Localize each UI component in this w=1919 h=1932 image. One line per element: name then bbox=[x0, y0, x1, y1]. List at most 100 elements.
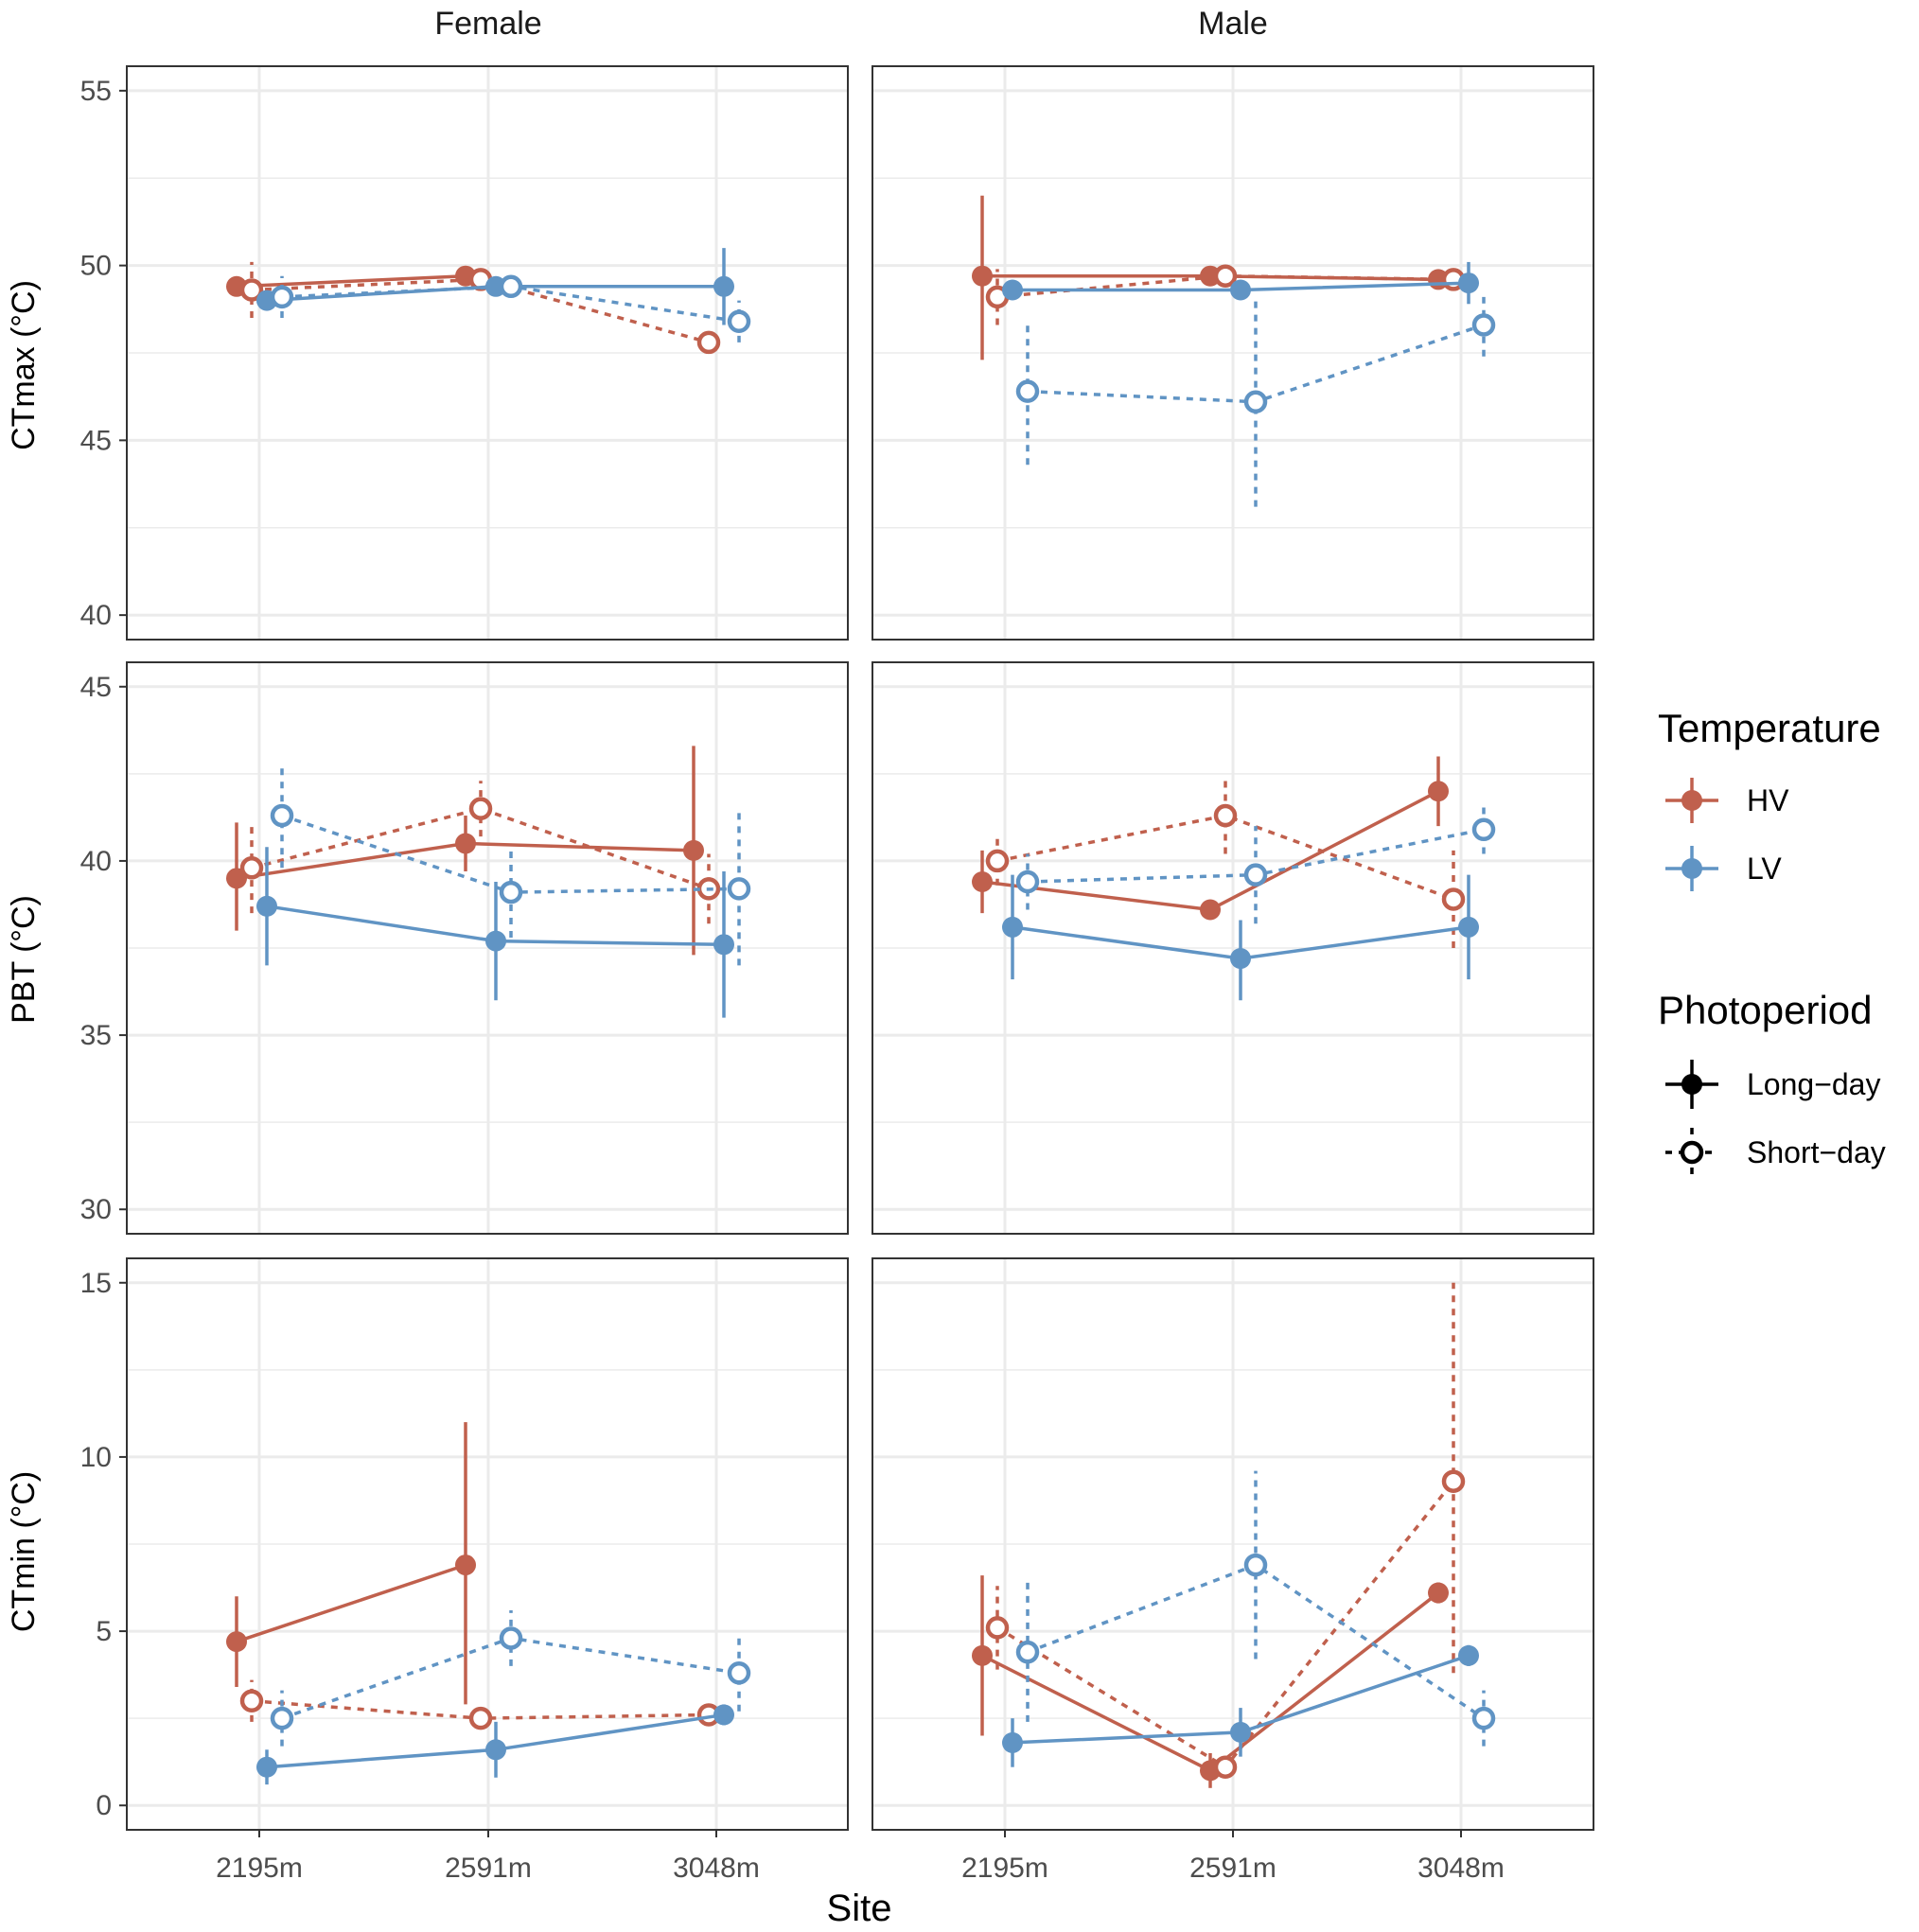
series-ctmax-female-hv-short-day bbox=[239, 261, 721, 355]
data-point-long-day bbox=[1458, 1644, 1479, 1666]
data-point-long-day bbox=[455, 833, 476, 854]
data-point-long-day bbox=[485, 1739, 506, 1761]
data-point-short-day bbox=[1243, 863, 1268, 887]
y-tick-label: 15 bbox=[80, 1268, 112, 1299]
panel-ctmin-female: 0 5 10 15 2195m 2591m 3048m bbox=[80, 1257, 849, 1884]
series-ctmin-male-hv-short-day bbox=[985, 1282, 1466, 1779]
panel-ctmin-male: 2195m 2591m 3048m bbox=[871, 1257, 1594, 1884]
data-point-long-day bbox=[1230, 948, 1251, 970]
data-point-long-day bbox=[1002, 916, 1023, 938]
legend-key-hv bbox=[1665, 778, 1718, 823]
data-point-long-day bbox=[485, 930, 506, 952]
data-point-short-day bbox=[468, 1706, 493, 1730]
legend-key-short-day bbox=[1665, 1128, 1718, 1177]
data-point-short-day bbox=[499, 1626, 523, 1650]
series-ctmin-female-lv-short-day bbox=[270, 1609, 751, 1747]
legend-label-long-day: Long−day bbox=[1747, 1067, 1880, 1101]
y-axis-title-ctmax: CTmax (°C) bbox=[6, 280, 42, 450]
data-point-long-day bbox=[1002, 279, 1023, 301]
data-point-long-day bbox=[256, 895, 277, 917]
x-tick-label: 2195m bbox=[961, 1853, 1048, 1884]
series-ctmin-female-lv-long-day bbox=[256, 1704, 734, 1785]
data-point-long-day bbox=[1002, 1731, 1023, 1753]
strip-label-female: Female bbox=[434, 6, 541, 42]
y-tick-label: 45 bbox=[80, 425, 112, 456]
data-point-short-day bbox=[239, 1689, 264, 1712]
series-ctmax-male-lv-long-day bbox=[1002, 261, 1479, 305]
panel-ctmax-male bbox=[871, 65, 1594, 641]
data-point-short-day bbox=[270, 285, 294, 309]
data-point-short-day bbox=[1471, 817, 1496, 842]
data-point-long-day bbox=[1458, 272, 1479, 294]
data-point-short-day bbox=[1243, 1553, 1268, 1577]
data-point-long-day bbox=[972, 1644, 993, 1666]
data-point-short-day bbox=[727, 877, 751, 901]
data-point-long-day bbox=[1428, 781, 1449, 802]
series-ctmin-female-hv-long-day bbox=[226, 1422, 476, 1705]
data-point-long-day bbox=[226, 1631, 247, 1653]
y-axis-title-ctmin: CTmin (°C) bbox=[6, 1471, 42, 1632]
panel-pbt-female: 30 35 40 45 bbox=[80, 661, 849, 1235]
data-point-short-day bbox=[1471, 313, 1496, 337]
legend-key-long-day bbox=[1665, 1060, 1718, 1109]
strip-label-male: Male bbox=[1198, 6, 1268, 42]
y-tick-label: 55 bbox=[80, 76, 112, 107]
data-point-long-day bbox=[713, 934, 734, 956]
data-point-long-day bbox=[713, 275, 734, 297]
data-point-long-day bbox=[683, 839, 704, 861]
data-point-long-day bbox=[1230, 279, 1251, 301]
data-point-short-day bbox=[1441, 1469, 1466, 1493]
data-point-short-day bbox=[727, 1661, 751, 1685]
panel-ctmax-female: 40 45 50 55 bbox=[80, 65, 849, 641]
data-point-long-day bbox=[713, 1704, 734, 1726]
legend-temperature: Temperature HV LV bbox=[1658, 706, 1881, 891]
series-line bbox=[236, 273, 467, 289]
series-pbt-female-hv-short-day bbox=[239, 781, 721, 924]
x-tick-label: 2195m bbox=[216, 1853, 303, 1884]
data-point-long-day bbox=[1428, 1582, 1449, 1604]
series-pbt-male-lv-short-day bbox=[1015, 805, 1496, 924]
x-tick-label: 2591m bbox=[1189, 1853, 1276, 1884]
series-pbt-female-hv-long-day bbox=[226, 746, 704, 956]
data-point-short-day bbox=[1441, 887, 1466, 911]
panel-border bbox=[126, 661, 849, 1235]
x-tick-label: 2591m bbox=[445, 1853, 532, 1884]
y-tick-label: 40 bbox=[80, 846, 112, 877]
panel-border bbox=[871, 65, 1594, 641]
series-ctmax-female-lv-short-day bbox=[270, 274, 751, 342]
series-pbt-male-lv-long-day bbox=[1002, 874, 1479, 1001]
y-tick-label: 30 bbox=[80, 1194, 112, 1225]
data-point-short-day bbox=[468, 797, 493, 820]
legend-photoperiod: Photoperiod Long−day Short−day bbox=[1658, 988, 1886, 1177]
data-point-short-day bbox=[1015, 379, 1040, 403]
data-point-short-day bbox=[1213, 803, 1238, 828]
data-point-long-day bbox=[1458, 916, 1479, 938]
panel-pbt-male bbox=[871, 661, 1594, 1235]
data-point-long-day bbox=[1230, 1721, 1251, 1743]
data-point-short-day bbox=[696, 330, 721, 355]
y-tick-label: 50 bbox=[80, 251, 112, 282]
data-point-short-day bbox=[985, 1616, 1010, 1640]
y-tick-label: 35 bbox=[80, 1020, 112, 1051]
data-point-short-day bbox=[1213, 1755, 1238, 1779]
data-point-long-day bbox=[972, 871, 993, 893]
series-pbt-female-lv-short-day bbox=[270, 763, 751, 966]
data-point-long-day bbox=[455, 1554, 476, 1576]
legend-photoperiod-title: Photoperiod bbox=[1658, 988, 1873, 1032]
legend-label-short-day: Short−day bbox=[1747, 1135, 1886, 1169]
panel-border bbox=[126, 65, 849, 641]
data-point-short-day bbox=[1015, 869, 1040, 894]
series-pbt-female-lv-long-day bbox=[256, 847, 734, 1018]
data-point-short-day bbox=[239, 278, 264, 302]
data-point-short-day bbox=[1015, 1640, 1040, 1664]
x-tick-label: 3048m bbox=[1417, 1853, 1505, 1884]
series-ctmin-male-lv-short-day bbox=[1015, 1470, 1496, 1747]
legend-key-lv bbox=[1665, 846, 1718, 891]
series-ctmax-male-lv-short-day bbox=[1015, 296, 1496, 507]
data-point-short-day bbox=[1243, 390, 1268, 413]
series-line bbox=[236, 1563, 467, 1643]
data-point-short-day bbox=[1471, 1706, 1496, 1730]
data-point-short-day bbox=[499, 274, 523, 299]
